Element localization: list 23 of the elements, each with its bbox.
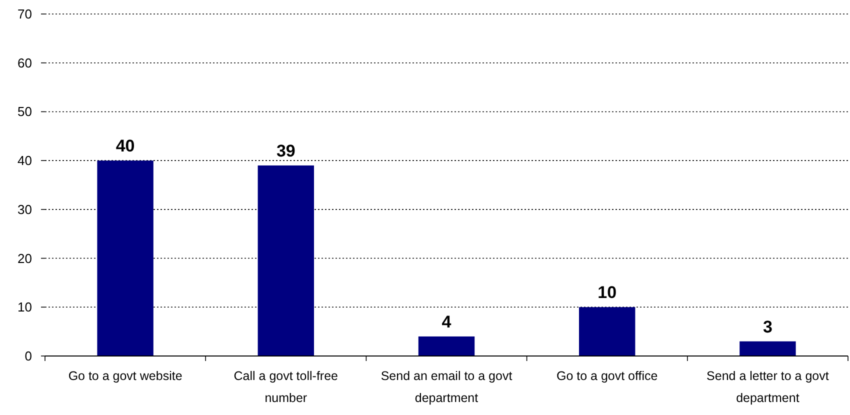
- y-tick-label: 70: [18, 6, 32, 22]
- y-tick-label: 10: [18, 300, 32, 315]
- y-tick-label: 60: [18, 55, 32, 70]
- bar: [418, 336, 475, 356]
- x-tick-label: Go to a govt website: [68, 369, 182, 383]
- bar: [258, 165, 314, 356]
- data-label: 40: [116, 136, 135, 156]
- data-label: 3: [762, 317, 772, 336]
- bar: [740, 341, 796, 356]
- data-label: 4: [442, 312, 452, 332]
- x-tick-label: Send an email to a govt department: [380, 369, 513, 405]
- x-tick-label: Call a govt toll-free number: [234, 369, 338, 405]
- data-label: 39: [276, 141, 296, 160]
- y-tick-label: 20: [18, 250, 32, 266]
- y-tick-label: 40: [18, 153, 32, 168]
- x-tick-label: Go to a govt office: [556, 369, 658, 383]
- bar: [578, 307, 636, 356]
- bar: [97, 160, 154, 356]
- y-tick-label: 50: [18, 104, 32, 120]
- data-label: 10: [598, 283, 617, 302]
- y-tick-label: 30: [18, 202, 32, 217]
- y-tick-label: 0: [24, 348, 32, 364]
- x-tick-label: Send a letter to a govt department: [706, 369, 830, 405]
